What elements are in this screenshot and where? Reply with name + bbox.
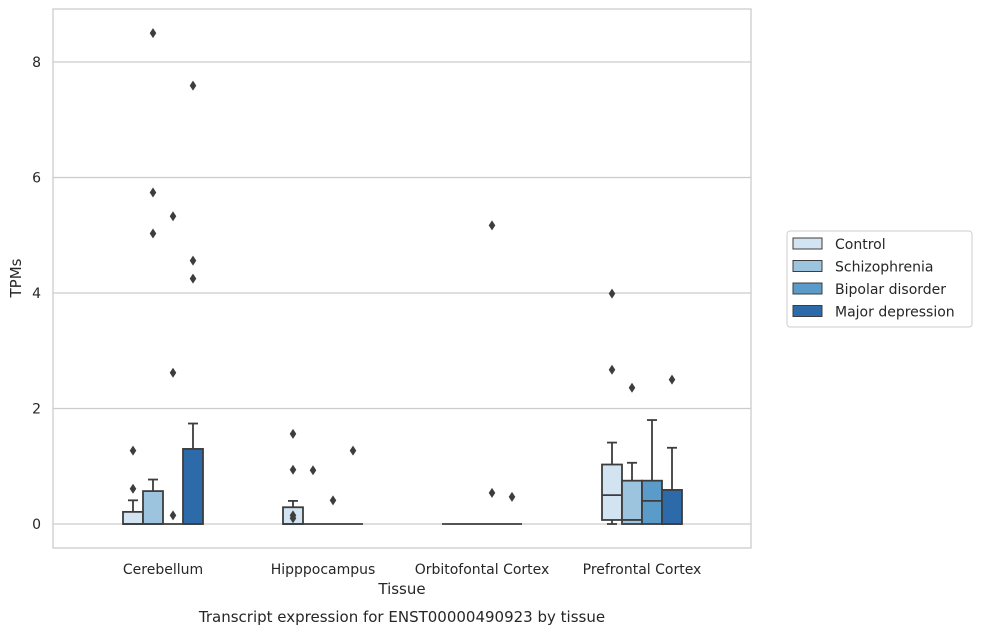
box [661, 374, 683, 525]
outlier-point [608, 364, 616, 375]
outlier-point [149, 187, 157, 198]
box-body [182, 448, 204, 525]
box [502, 491, 522, 525]
box [142, 28, 164, 525]
chart-caption: Transcript expression for ENST0000049092… [198, 608, 605, 626]
outlier-point [289, 513, 297, 524]
legend-label: Schizophrenia [835, 260, 933, 276]
box-body [142, 490, 164, 525]
outlier-point [189, 273, 197, 284]
box-body [621, 479, 643, 525]
legend-label: Bipolar disorder [835, 282, 946, 298]
legend-item: Major depression [792, 305, 955, 321]
plot-frame [52, 8, 752, 549]
outlier-point [329, 495, 337, 506]
series-control [122, 288, 623, 525]
x-axis-label: Tissue [377, 580, 425, 598]
legend-frame [786, 230, 973, 328]
box-body [601, 463, 623, 521]
boxes [122, 28, 683, 525]
legend-swatch [792, 237, 823, 250]
box [282, 428, 304, 525]
y-tick-label: 4 [32, 286, 41, 302]
box [163, 211, 183, 525]
outlier-point [289, 464, 297, 475]
outlier-point [189, 255, 197, 266]
legend-swatch [792, 282, 823, 295]
box [343, 445, 363, 525]
y-axis-label: TPMs [7, 258, 25, 298]
series-major-depression [182, 80, 683, 525]
x-tick-label: Hipppocampus [271, 562, 376, 578]
x-tick-label: Orbitofontal Cortex [415, 562, 550, 578]
outlier-point [289, 428, 297, 439]
legend-item: Schizophrenia [792, 260, 933, 276]
outlier-point [349, 445, 357, 456]
series-schizophrenia [142, 28, 643, 525]
outlier-point [149, 28, 157, 39]
x-tick-label: Cerebellum [123, 562, 203, 578]
legend-item: Control [792, 237, 886, 253]
outlier-point [189, 80, 197, 91]
box [303, 465, 323, 525]
legend-swatch [792, 260, 823, 272]
outlier-point [668, 374, 676, 385]
outlier-point [169, 211, 177, 222]
box [641, 419, 663, 525]
gridlines [53, 61, 751, 525]
outlier-point [129, 445, 137, 456]
outlier-point [129, 483, 137, 494]
box-body [661, 489, 683, 525]
x-tick-labels: Cerebellum Hipppocampus Orbitofontal Corte… [123, 562, 701, 578]
legend-label: Major depression [835, 305, 955, 321]
outlier-point [309, 465, 317, 476]
outlier-point [488, 487, 496, 498]
y-tick-label: 0 [32, 517, 41, 533]
series-bipolar-disorder [163, 211, 663, 525]
y-tick-label: 8 [32, 55, 41, 71]
outlier-point [149, 228, 157, 239]
box [182, 80, 204, 525]
legend-item: Bipolar disorder [792, 282, 946, 298]
outlier-point [488, 220, 496, 231]
y-tick-label: 6 [32, 171, 41, 187]
y-tick-label: 2 [32, 402, 41, 418]
legend-swatch [792, 305, 823, 317]
box [621, 382, 643, 525]
outlier-point [628, 382, 636, 393]
box-body [122, 510, 144, 525]
box [122, 445, 144, 525]
box [601, 288, 623, 525]
box [323, 495, 343, 525]
outlier-point [169, 510, 177, 521]
outlier-point [169, 367, 177, 378]
y-tick-labels: 0 2 4 6 8 [32, 55, 41, 533]
outlier-point [508, 491, 516, 502]
outlier-point [608, 288, 616, 299]
legend-label: Control [835, 237, 886, 253]
box [482, 220, 502, 525]
legend: Control Schizophrenia Bipolar disorder Majo… [786, 230, 973, 328]
x-tick-label: Prefrontal Cortex [583, 562, 702, 578]
box-body [641, 479, 663, 525]
